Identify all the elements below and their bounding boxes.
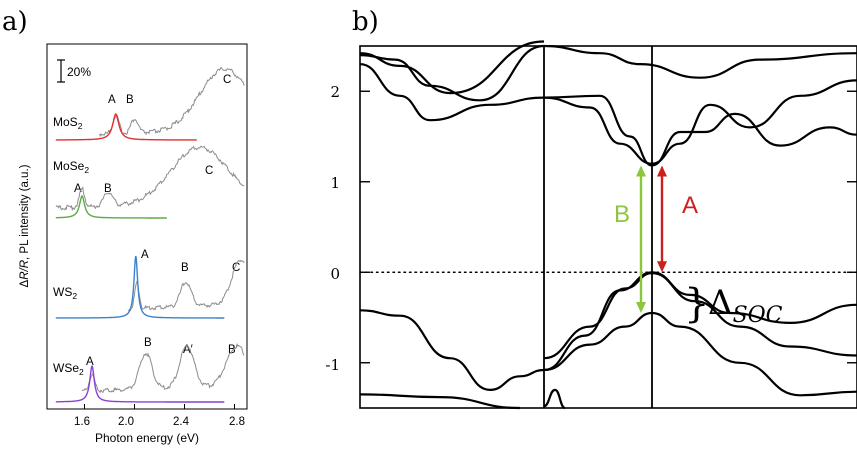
reflectance-curve-MoS2: [99, 66, 245, 138]
peak-label-WS2-C: C: [232, 262, 240, 274]
reflectance-curve-WSe2: [81, 342, 245, 394]
band-7: [543, 272, 857, 360]
arrow-B-head-top: [636, 165, 646, 177]
x-tick-label-1.6: 1.6: [74, 416, 90, 428]
band-4: [543, 44, 857, 79]
arrow-B-label: B: [614, 201, 630, 228]
series-label-WSe2: WSe2: [53, 361, 84, 377]
peak-label-MoSe2-B: B: [104, 183, 112, 195]
band-9: [543, 388, 566, 410]
peak-label-MoS2-B: B: [126, 94, 134, 106]
peak-label-MoS2-A: A: [108, 94, 116, 106]
arrow-A-head-top: [657, 165, 667, 177]
panel-b-frame: [359, 45, 857, 409]
peak-label-WSe2-A-prime: A′: [183, 344, 193, 356]
y-tick-label-minus1: -1: [325, 356, 340, 374]
peak-label-WS2-A: A: [141, 249, 149, 261]
band-1: [359, 40, 545, 95]
peak-label-MoSe2-C: C: [205, 165, 213, 177]
x-tick-label-2.0: 2.0: [118, 416, 134, 428]
peak-label-WSe2-B: B: [144, 337, 152, 349]
pl-curve-WS2: [55, 255, 225, 319]
panel-b-label: b): [352, 7, 379, 37]
y-tick-label-1: 1: [330, 174, 340, 192]
panel-b-chart: 2 1 0 -1 B A ΔSOC }: [325, 40, 857, 410]
y-tick-label-0: 0: [330, 265, 340, 283]
band-0: [359, 44, 545, 102]
panel-a-xlabel: Photon energy (eV): [95, 431, 199, 445]
reflectance-curve-WS2: [127, 259, 245, 312]
panel-a-label: a): [2, 7, 28, 37]
arrow-A-label: A: [682, 192, 698, 219]
x-tick-label-2.8: 2.8: [229, 416, 245, 428]
peak-label-MoS2-C: C: [223, 74, 231, 86]
panel-a-ylabel: ΔR/R, PL intensity (a.u.): [19, 164, 31, 287]
band-5: [359, 309, 857, 397]
x-tick-label-2.4: 2.4: [173, 416, 190, 428]
panel-a-frame: [46, 43, 248, 410]
peak-label-WSe2-A: A: [86, 356, 94, 368]
scale-bar-label: 20%: [67, 65, 91, 79]
reflectance-curve-MoSe2: [55, 145, 245, 212]
peak-label-WS2-B: B: [181, 262, 189, 274]
series-label-WS2: WS2: [53, 285, 77, 301]
band-8: [359, 393, 521, 410]
arrow-B-head-bottom: [636, 301, 646, 313]
arrow-A-head-bottom: [657, 261, 667, 273]
y-tick-label-2: 2: [330, 83, 340, 101]
pl-curve-WSe2: [55, 365, 225, 403]
series-label-MoSe2: MoSe2: [53, 159, 89, 175]
pl-curve-MoSe2: [55, 195, 167, 219]
peak-label-MoSe2-A: A: [74, 183, 82, 195]
band-2: [359, 63, 857, 165]
panel-a-chart: 20% ΔR/R, PL intensity (a.u.) Photon ene…: [19, 43, 248, 445]
band-3: [543, 94, 857, 167]
pl-curve-MoS2: [55, 113, 197, 141]
series-label-MoS2: MoS2: [53, 115, 83, 131]
delta-soc-label: ΔSOC: [708, 283, 783, 328]
